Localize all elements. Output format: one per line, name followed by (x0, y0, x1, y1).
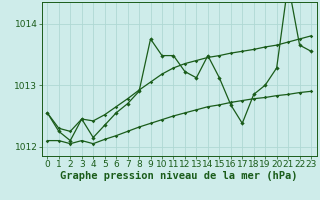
X-axis label: Graphe pression niveau de la mer (hPa): Graphe pression niveau de la mer (hPa) (60, 171, 298, 181)
